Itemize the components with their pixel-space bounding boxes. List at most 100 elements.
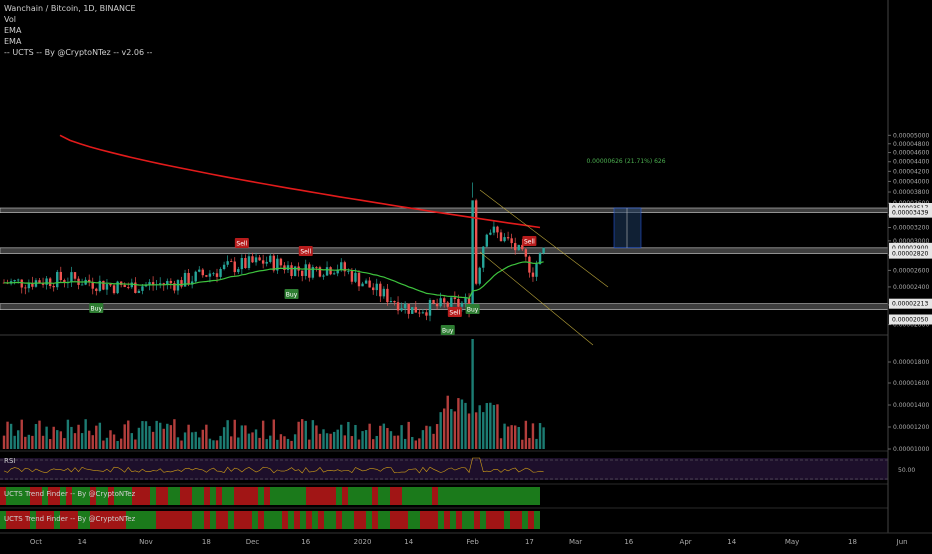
volume-bar — [59, 431, 62, 449]
candle-body — [396, 302, 400, 311]
trend-segment — [468, 487, 474, 505]
trend-segment — [246, 487, 252, 505]
trend-segment — [6, 487, 12, 505]
trend-segment — [396, 511, 402, 529]
volume-layer — [2, 339, 545, 449]
trend-segment — [384, 511, 390, 529]
trend-segment — [240, 487, 246, 505]
buy-signal-label: Buy — [442, 328, 454, 335]
price-tick-label: 0.00002400 — [893, 284, 929, 291]
trend-segment — [54, 487, 60, 505]
trend-segment — [60, 487, 66, 505]
candle-body — [70, 272, 73, 283]
trend-segment — [324, 487, 330, 505]
candle-body — [517, 244, 520, 251]
candle-body — [524, 249, 528, 257]
rsi-axis-label: 50.00 — [898, 467, 915, 474]
volume-bar — [48, 439, 52, 449]
trend-segment — [258, 487, 264, 505]
volume-bar — [485, 403, 488, 449]
trend-segment — [318, 487, 324, 505]
candle-body — [453, 297, 457, 300]
volume-bar — [322, 429, 325, 449]
trend-segment — [120, 487, 126, 505]
volume-bar — [425, 425, 428, 449]
legend-ucts: -- UCTS -- By @CryptoNTez -- v2.06 -- — [4, 48, 153, 57]
candle-body — [134, 282, 137, 293]
volume-bar — [496, 404, 499, 449]
trend-segment — [96, 487, 102, 505]
trend-segment — [348, 487, 354, 505]
candle-body — [521, 244, 524, 250]
candle-body — [382, 288, 386, 297]
candle-body — [414, 307, 417, 313]
candle-body — [503, 237, 506, 242]
trend-segment — [390, 487, 396, 505]
trend-segment — [276, 487, 282, 505]
candle-body — [80, 284, 84, 286]
price-label: 0.00002050 — [892, 316, 928, 323]
volume-bar — [63, 438, 66, 449]
trend-segment — [222, 487, 228, 505]
buy-signal-box — [284, 289, 299, 299]
trend-segment — [432, 487, 438, 505]
volume-bar — [116, 440, 119, 449]
volume-bar — [119, 438, 123, 449]
candle-body — [180, 280, 183, 287]
price-tick-label: 0.00003200 — [893, 225, 929, 232]
trend-segment — [66, 487, 72, 505]
volume-tick-label: 0.00001600 — [893, 380, 929, 387]
candle-body — [20, 279, 23, 288]
trend-segment — [72, 511, 78, 529]
ema-short-line — [3, 261, 544, 299]
volume-bar — [297, 421, 300, 449]
trend-segment — [372, 487, 378, 505]
sell-signal-label: Sell — [236, 241, 247, 248]
candle-body — [31, 282, 34, 287]
trend-segment — [54, 511, 60, 529]
volume-bar — [471, 339, 474, 449]
volume-bar — [265, 439, 268, 449]
candle-body — [112, 285, 116, 294]
trend-segment — [378, 487, 384, 505]
volume-bar — [510, 425, 513, 449]
trend-segment — [378, 511, 384, 529]
trend-segment — [30, 487, 36, 505]
trend-segment — [174, 487, 180, 505]
trend-segment — [456, 487, 462, 505]
trend-segment — [516, 487, 522, 505]
time-tick-label: Feb — [466, 538, 479, 546]
trend-segment — [204, 511, 210, 529]
candle-body — [162, 283, 165, 285]
sr-zone — [0, 247, 889, 254]
volume-bar — [428, 426, 432, 449]
trend-segment — [528, 487, 534, 505]
sell-signal-box — [522, 236, 537, 246]
volume-bar — [450, 409, 453, 449]
candle-body — [27, 282, 31, 289]
candle-body — [506, 237, 510, 239]
legend-symbol: Wanchain / Bitcoin, 1D, BINANCE — [4, 4, 136, 13]
volume-bar — [538, 423, 542, 449]
candle-body — [457, 299, 460, 307]
price-label-box — [889, 248, 932, 259]
volume-bar — [542, 427, 545, 449]
candle-body — [435, 303, 439, 307]
candle-body — [311, 267, 315, 278]
buy-signal-box — [465, 304, 480, 314]
volume-bar — [162, 428, 165, 449]
volume-bar — [251, 432, 254, 449]
time-tick-label: Oct — [30, 538, 42, 546]
candle-body — [403, 303, 407, 309]
time-tick-label: 18 — [848, 538, 857, 546]
trend-segment — [30, 511, 36, 529]
candle-body — [464, 298, 467, 303]
volume-bar — [521, 439, 524, 449]
trend-segment — [24, 511, 30, 529]
trend-segment — [498, 487, 504, 505]
volume-bar — [343, 435, 346, 449]
volume-bar — [286, 438, 290, 449]
trend-segment — [186, 511, 192, 529]
